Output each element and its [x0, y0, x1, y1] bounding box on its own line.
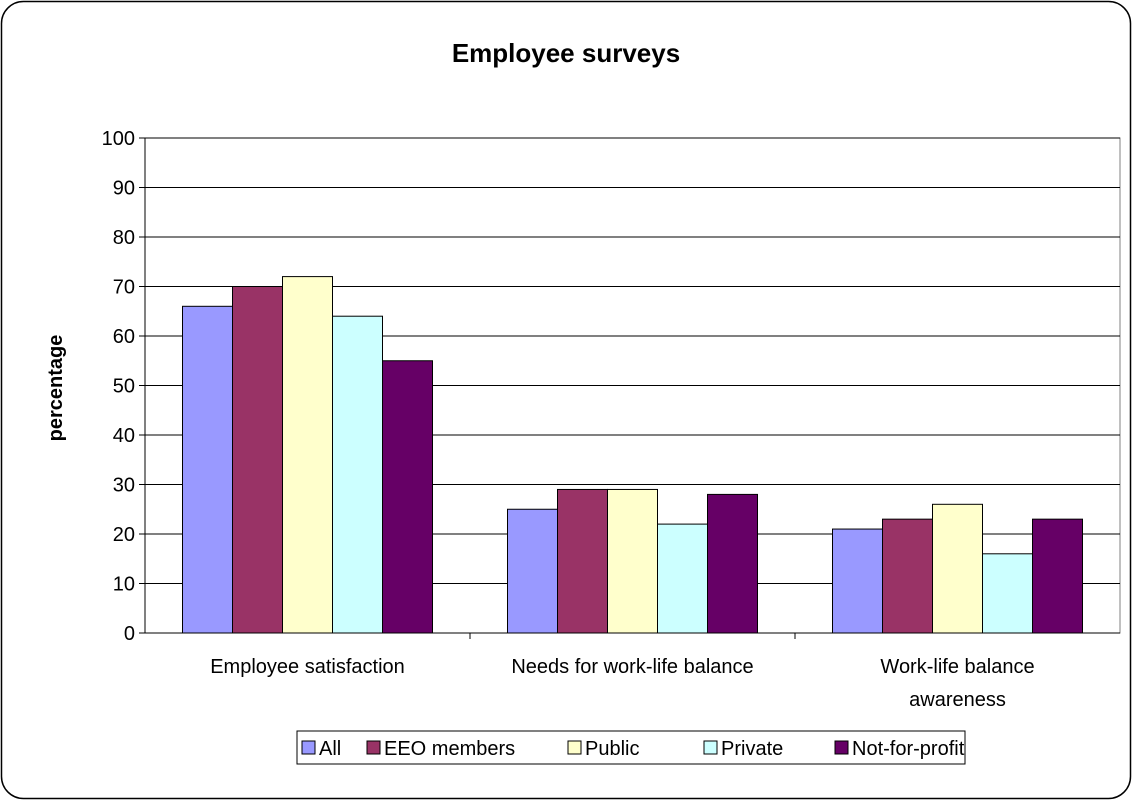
x-tick-label: Needs for work-life balance [511, 656, 753, 678]
bar [382, 360, 433, 634]
x-tick-label: awareness [909, 689, 1006, 711]
bar [332, 315, 383, 634]
legend-swatch [301, 740, 316, 755]
bar [607, 488, 658, 634]
y-tick-label: 40 [113, 425, 135, 447]
tick-labels: 0 10 20 30 40 50 60 70 80 90 100 Employee satisfact… [102, 128, 1035, 711]
bar [657, 523, 708, 634]
y-axis-label: percentage [45, 335, 67, 442]
bars [182, 276, 1083, 634]
legend-label: All [319, 738, 341, 760]
y-tick-label: 90 [113, 178, 135, 200]
legend-swatch [567, 740, 582, 755]
y-tick-label: 100 [102, 128, 135, 150]
legend-swatch [703, 740, 718, 755]
bar [557, 488, 608, 634]
y-tick-label: 70 [113, 277, 135, 299]
axes [139, 137, 1120, 639]
bar [882, 518, 933, 634]
legend-label: Public [585, 738, 639, 760]
bar [932, 503, 983, 634]
legend: All EEO members Public Private Not-for-profi… [296, 730, 966, 765]
x-tick-label: Work-life balance [880, 656, 1034, 678]
y-tick-label: 30 [113, 475, 135, 497]
y-tick-label: 0 [124, 623, 135, 645]
y-tick-label: 50 [113, 376, 135, 398]
legend-swatch [834, 740, 849, 755]
chart-title: Employee surveys [452, 38, 680, 68]
y-tick-label: 20 [113, 524, 135, 546]
bar [1032, 518, 1083, 634]
x-tick-label: Employee satisfaction [210, 656, 405, 678]
bar [232, 286, 283, 634]
bar [282, 276, 333, 634]
legend-label: Not-for-profit [852, 738, 965, 760]
legend-swatch [366, 740, 381, 755]
bar [832, 528, 883, 634]
y-tick-label: 10 [113, 574, 135, 596]
bar [982, 553, 1033, 634]
bar [182, 305, 233, 634]
legend-box [296, 730, 966, 765]
legend-label: Private [721, 738, 783, 760]
y-tick-label: 80 [113, 227, 135, 249]
bar [707, 493, 758, 634]
legend-label: EEO members [384, 738, 515, 760]
y-tick-label: 60 [113, 326, 135, 348]
bar [507, 508, 558, 634]
